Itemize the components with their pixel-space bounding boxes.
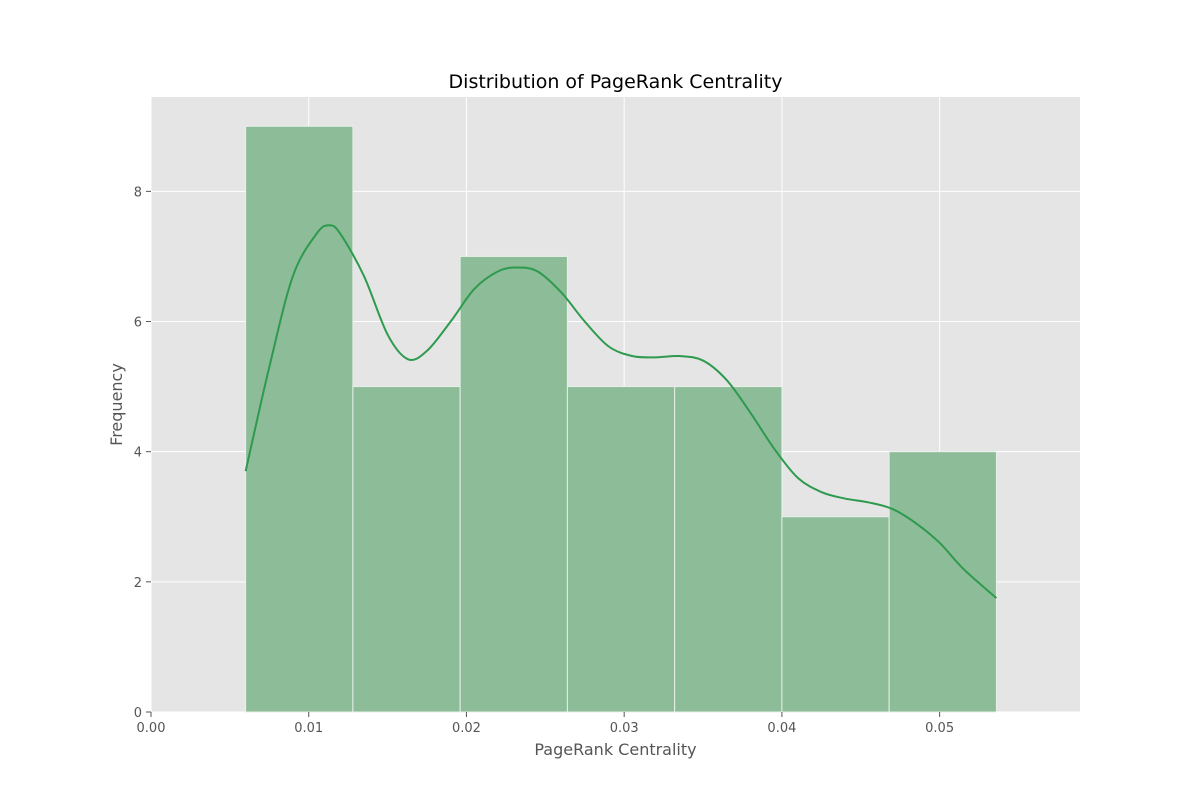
y-tick-label-4: 8 [134, 185, 142, 200]
x-tick-label-1: 0.01 [294, 721, 323, 736]
histogram-bar-0 [245, 125, 354, 713]
histogram-bars [245, 125, 997, 713]
histogram-bar-2 [459, 255, 568, 713]
histogram-bar-1 [352, 386, 461, 713]
y-tick-label-0: 0 [134, 706, 142, 721]
x-tick-label-2: 0.02 [452, 721, 481, 736]
x-tick-label-3: 0.03 [610, 721, 639, 736]
kde-line [244, 224, 998, 599]
histogram-bar-3 [566, 386, 676, 713]
x-tick-label-0: 0.00 [137, 721, 166, 736]
x-axis-label: PageRank Centrality [534, 740, 696, 759]
x-tick-label-4: 0.04 [767, 721, 796, 736]
y-tick-label-3: 6 [134, 316, 142, 331]
y-axis-label: Frequency [107, 363, 126, 446]
y-tick-label-2: 4 [134, 446, 142, 461]
chart-title: Distribution of PageRank Centrality [449, 71, 783, 93]
histogram-bar-4 [674, 386, 783, 713]
histogram-bar-6 [888, 451, 997, 713]
y-axis-ticks: 0 2 4 6 8 [134, 185, 151, 721]
x-axis-ticks: 0.00 0.01 0.02 0.03 0.04 0.05 [137, 712, 954, 736]
x-tick-label-5: 0.05 [925, 721, 954, 736]
histogram-bar-5 [781, 516, 890, 713]
y-tick-label-1: 2 [134, 576, 142, 591]
